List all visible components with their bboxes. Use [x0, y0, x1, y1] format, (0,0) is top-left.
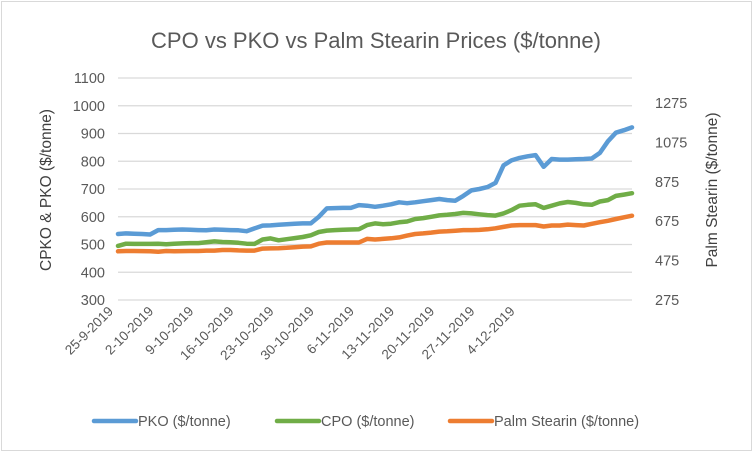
series-line-1	[115, 190, 635, 249]
y-tick-label: 800	[81, 154, 105, 170]
y-tick-label: 1100	[74, 71, 105, 87]
y2-tick-label: 275	[655, 293, 679, 309]
y-tick-label: 600	[81, 210, 105, 226]
y-tick-label: 700	[81, 182, 105, 198]
y2-axis-label: Palm Stearin ($/tonne)	[704, 112, 721, 267]
y-tick-label: 1000	[73, 99, 105, 115]
y2-tick-label: 675	[655, 214, 679, 230]
y2-tick-label: 1075	[655, 135, 687, 151]
y2-tick-label: 475	[655, 254, 679, 270]
chart-title: CPO vs PKO vs Palm Stearin Prices ($/ton…	[151, 28, 601, 53]
legend-label-2: Palm Stearin ($/tonne)	[494, 414, 639, 430]
series-line-0	[115, 125, 635, 237]
series-line-2	[115, 213, 635, 254]
y-tick-label: 900	[81, 127, 105, 143]
y-tick-label: 300	[81, 293, 105, 309]
y2-tick-label: 875	[655, 175, 679, 191]
y-tick-label: 500	[81, 238, 105, 254]
legend-label-0: PKO ($/tonne)	[138, 414, 231, 430]
y-tick-label: 400	[81, 265, 105, 281]
legend-label-1: CPO ($/tonne)	[321, 414, 415, 430]
y-axis-label: CPKO & PKO ($/tonne)	[38, 109, 55, 271]
y2-tick-label: 1275	[655, 96, 687, 112]
